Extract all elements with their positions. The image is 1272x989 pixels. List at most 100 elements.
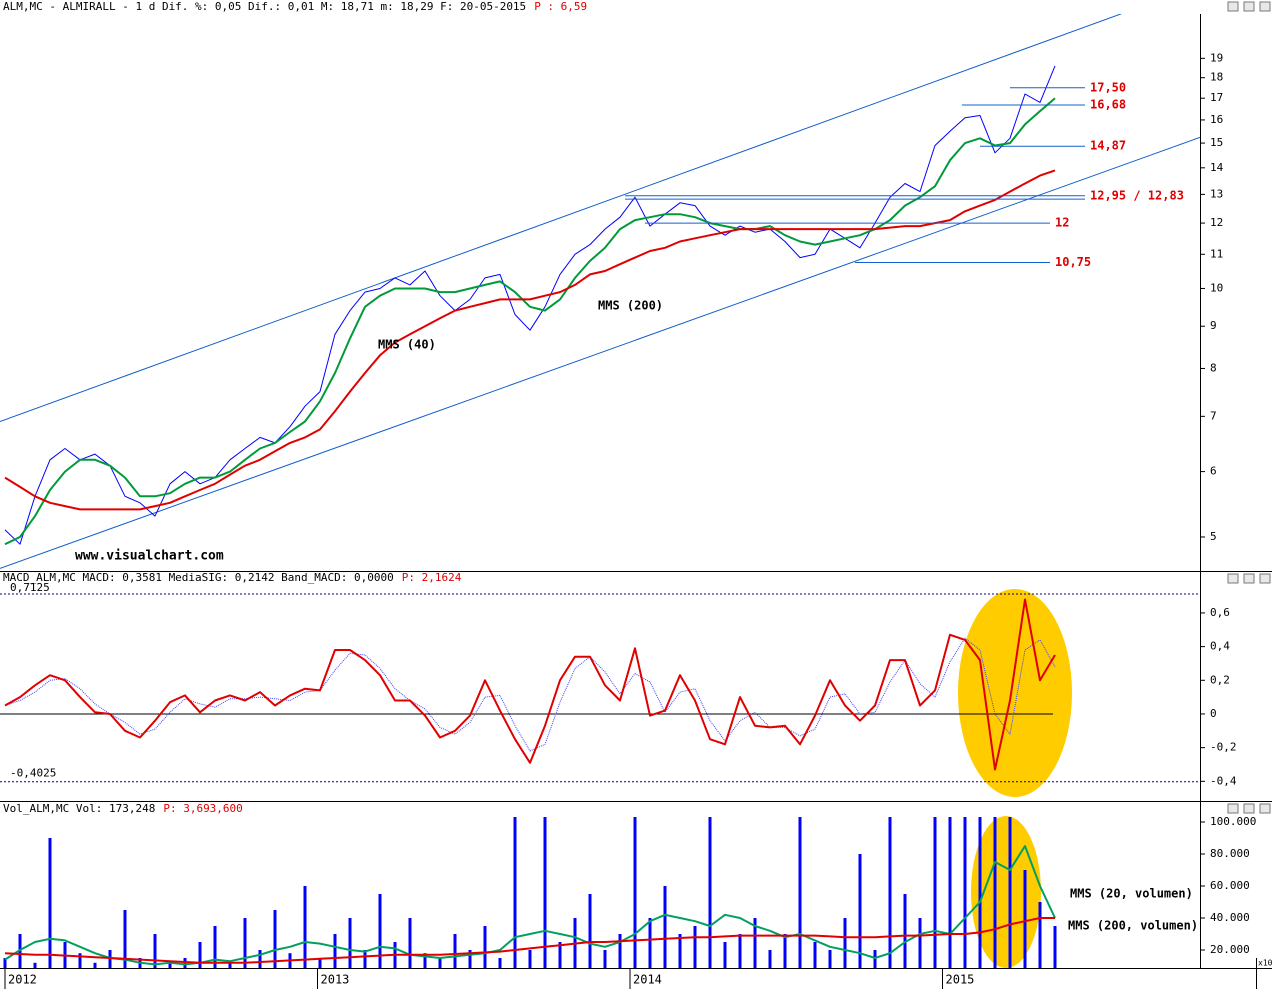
- series-line: [4, 598, 1056, 771]
- volume-bar: [528, 950, 532, 968]
- volume-bar: [468, 950, 472, 968]
- level-label: 10,75: [1055, 255, 1091, 269]
- minimize-button[interactable]: [1227, 573, 1239, 584]
- volume-bar: [438, 958, 442, 968]
- volume-bar: [663, 886, 667, 968]
- volume-bar: [903, 894, 907, 968]
- volume-bar: [243, 918, 247, 968]
- level-label: 16,68: [1090, 98, 1126, 112]
- volume-bar: [1038, 902, 1042, 968]
- series-line: [4, 97, 1056, 546]
- y-tick-label: 0: [1210, 707, 1217, 720]
- y-tick-label: 80.000: [1210, 847, 1250, 860]
- volume-bar: [963, 817, 967, 968]
- watermark: www.visualchart.com: [75, 549, 224, 564]
- y-tick-label: 19: [1210, 51, 1223, 64]
- volume-bar: [1023, 870, 1027, 968]
- volume-bar: [198, 942, 202, 968]
- header-price: P: 2,1624: [402, 571, 462, 584]
- volume-bar: [633, 817, 637, 968]
- scale-note: x10: [1258, 959, 1272, 968]
- maximize-button[interactable]: [1243, 573, 1255, 584]
- volume-bar: [678, 934, 682, 968]
- series-line: [4, 917, 1055, 964]
- minimize-button[interactable]: [1227, 803, 1239, 814]
- volume-bar: [798, 817, 802, 968]
- volume-bar: [153, 934, 157, 968]
- header-price: P : 6,59: [534, 0, 587, 13]
- header-text: Vol_ALM,MC Vol: 173,248: [3, 802, 155, 815]
- y-tick-label: -0,2: [1210, 741, 1237, 754]
- plot-area: [0, 14, 1200, 569]
- series-label: MMS (200, volumen): [1068, 919, 1198, 933]
- window-buttons: [1227, 1, 1271, 814]
- volume-bar: [48, 838, 52, 968]
- maximize-button[interactable]: [1243, 1, 1255, 12]
- reference-label: -0,4025: [10, 767, 56, 780]
- volume-bar: [3, 958, 7, 968]
- reference-label: 0,7125: [10, 581, 50, 594]
- series-label: MMS (20, volumen): [1070, 887, 1193, 901]
- volume-bar: [168, 962, 172, 968]
- volume-bar: [513, 817, 517, 968]
- close-button[interactable]: [1259, 573, 1271, 584]
- y-tick-label: 14: [1210, 161, 1224, 174]
- y-tick-label: 0,4: [1210, 640, 1230, 653]
- volume-bar: [858, 854, 862, 968]
- y-tick-label: 0,6: [1210, 606, 1230, 619]
- y-tick-label: 0,2: [1210, 673, 1230, 686]
- volume-bar: [588, 894, 592, 968]
- y-tick-label: 16: [1210, 113, 1223, 126]
- x-tick-label: 2012: [8, 973, 37, 987]
- y-tick-label: -0,4: [1210, 774, 1237, 787]
- y-tick-label: 6: [1210, 465, 1217, 478]
- y-tick-label: 40.000: [1210, 911, 1250, 924]
- channel-line: [0, 14, 1123, 422]
- volume-bar: [303, 886, 307, 968]
- volume-bar: [363, 950, 367, 968]
- y-tick-label: 8: [1210, 361, 1217, 374]
- volume-bar: [948, 817, 952, 968]
- y-tick-label: 10: [1210, 281, 1223, 294]
- close-button[interactable]: [1259, 1, 1271, 12]
- volume-bar: [843, 918, 847, 968]
- y-tick-label: 9: [1210, 319, 1217, 332]
- maximize-button[interactable]: [1243, 803, 1255, 814]
- series-label: MMS (200): [598, 299, 663, 313]
- plot-area: [3, 817, 1057, 968]
- y-tick-label: 17: [1210, 91, 1223, 104]
- y-tick-label: 100.000: [1210, 815, 1256, 828]
- series-line: [4, 637, 1056, 752]
- highlight-ellipse: [958, 589, 1072, 797]
- channel-line: [0, 136, 1200, 569]
- volume-bar: [423, 953, 427, 968]
- volume-bar: [498, 958, 502, 968]
- series-label: MMS (40): [378, 338, 436, 352]
- minimize-button[interactable]: [1227, 1, 1239, 12]
- y-tick-label: 15: [1210, 136, 1223, 149]
- volume-bar: [378, 894, 382, 968]
- level-label: 14,87: [1090, 139, 1126, 153]
- y-tick-label: 18: [1210, 71, 1223, 84]
- volume-bar: [408, 918, 412, 968]
- volume-bar: [723, 942, 727, 968]
- series-line: [4, 65, 1056, 545]
- volume-bar: [213, 926, 217, 968]
- x-tick-label: 2014: [633, 973, 662, 987]
- volume-bar: [78, 953, 82, 968]
- y-tick-label: 5: [1210, 530, 1217, 543]
- y-tick-label: 12: [1210, 216, 1223, 229]
- close-button[interactable]: [1259, 803, 1271, 814]
- header-text: MACD_ALM,MC MACD: 0,3581 MediaSIG: 0,214…: [3, 571, 394, 584]
- header-text: ALM,MC - ALMIRALL - 1 d Dif. %: 0,05 Dif…: [3, 0, 526, 13]
- y-tick-label: 60.000: [1210, 879, 1250, 892]
- header-price: P: 3,693,600: [163, 802, 242, 815]
- volume-bar: [813, 942, 817, 968]
- panel-header: Vol_ALM,MC Vol: 173,248 P: 3,693,600: [3, 802, 243, 815]
- x-tick-label: 2015: [946, 973, 975, 987]
- volume-bar: [933, 817, 937, 968]
- volume-bar: [828, 950, 832, 968]
- volume-bar: [543, 817, 547, 968]
- y-tick-label: 7: [1210, 409, 1217, 422]
- volume-bar: [483, 926, 487, 968]
